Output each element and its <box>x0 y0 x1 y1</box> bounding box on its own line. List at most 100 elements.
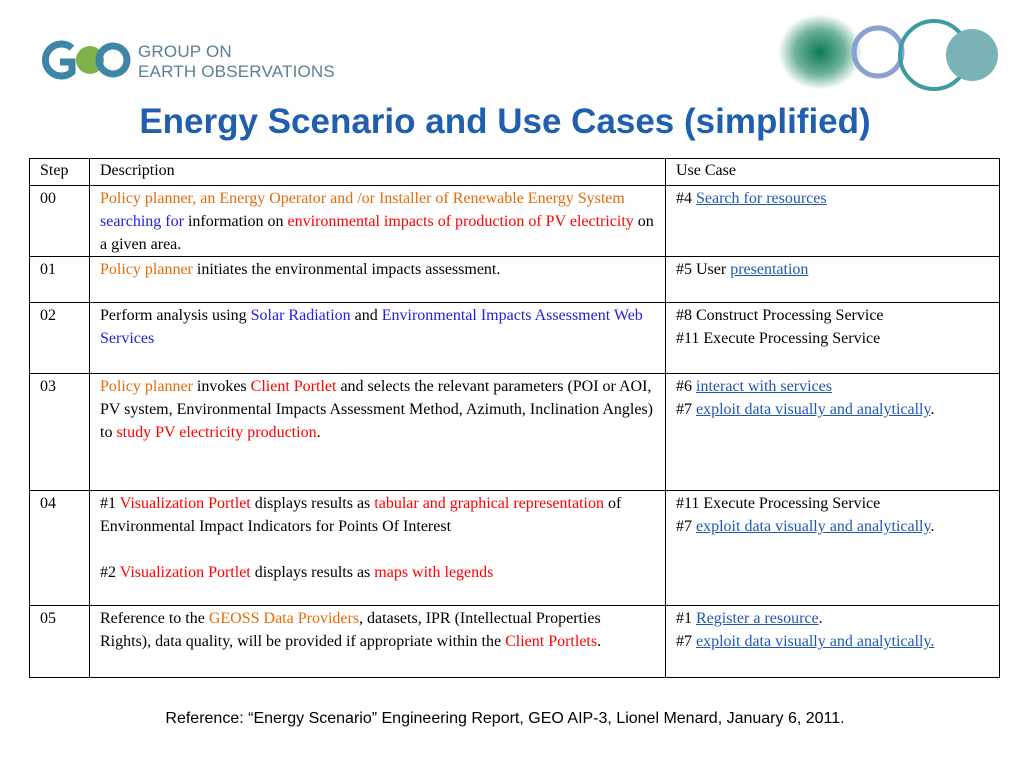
text-run: Policy planner, an Energy Operator and /… <box>100 190 625 207</box>
text-run: #5 User <box>676 261 731 278</box>
description-cell: Policy planner invokes Client Portlet an… <box>89 373 666 491</box>
text-run: Visualization Portlet <box>119 495 251 512</box>
table-row: 02 Perform analysis using Solar Radiation… <box>29 302 1000 374</box>
logo-g <box>41 40 76 80</box>
description-cell: Policy planner initiates the environment… <box>89 256 666 303</box>
header-cell: Step <box>29 158 90 186</box>
text-run: Policy planner <box>100 261 193 278</box>
text-run: Environmental Impacts Assessment Web Ser… <box>100 307 643 347</box>
text-run: #11 Execute Processing Service <box>676 495 881 512</box>
paragraph: #7 exploit data visually and analyticall… <box>676 630 989 653</box>
text-run: . <box>930 401 935 418</box>
text-run: invokes <box>192 378 251 395</box>
text-run: #6 <box>676 378 696 395</box>
text-run: tabular and graphical representation <box>374 495 604 512</box>
use-case-table: Step Description Use Case 00 Policy planner… <box>29 158 1000 678</box>
use-case-cell: #5 User presentation <box>665 256 1000 303</box>
text-run: Visualization Portlet <box>119 564 251 581</box>
text-run: environmental impacts of production of P… <box>287 213 634 230</box>
use-case-cell: #11 Execute Processing Service #7 exploit… <box>665 490 1000 606</box>
slide-title: Energy Scenario and Use Cases (simplifie… <box>139 102 871 141</box>
table-row: 04 #1 Visualization Portlet displays resu… <box>29 490 1000 606</box>
text-run: #11 Execute Processing Service <box>676 330 881 347</box>
text-run: . <box>316 424 321 441</box>
paragraph: #11 Execute Processing Service <box>676 492 989 515</box>
text-run: Client Portlets <box>505 633 598 650</box>
paragraph: Policy planner, an Energy Operator and /… <box>100 187 655 256</box>
text-run: Client Portlet <box>250 378 337 395</box>
description-cell: #1 Visualization Portlet displays result… <box>89 490 666 606</box>
step-cell: 02 <box>29 302 90 374</box>
text-run: #4 <box>676 190 696 207</box>
link[interactable]: interact with services <box>696 378 832 395</box>
text-run: Perform analysis using <box>100 307 251 324</box>
use-case-cell: #4 Search for resources <box>665 185 1000 257</box>
text-run: #7 <box>676 518 696 535</box>
logo-line: GROUP ON <box>138 42 232 61</box>
logo-o <box>95 42 131 78</box>
paragraph: #2 Visualization Portlet displays result… <box>100 561 655 584</box>
step-cell: 00 <box>29 185 90 257</box>
text-run: GEOSS Data Providers <box>208 610 360 627</box>
table-row: 03 Policy planner invokes Client Portlet … <box>29 373 1000 491</box>
link[interactable]: presentation <box>730 261 809 278</box>
header-cell: Description <box>89 158 666 186</box>
link[interactable]: exploit data visually and analytically. <box>696 633 935 650</box>
text-run: of Environmental Impact Indicators for P… <box>100 495 622 535</box>
text-run: , datasets, IPR (Intellectual Properties… <box>100 610 601 650</box>
circle-1 <box>778 14 862 90</box>
paragraph: #5 User presentation <box>676 258 989 281</box>
logo-line: EARTH OBSERVATIONS <box>138 62 335 81</box>
text-run: . <box>818 610 823 627</box>
table-row: 01 Policy planner initiates the environme… <box>29 256 1000 303</box>
step-cell: 01 <box>29 256 90 303</box>
paragraph: Reference to the GEOSS Data Providers, d… <box>100 607 655 653</box>
paragraph: #11 Execute Processing Service <box>676 327 989 350</box>
text-run: searching for <box>100 213 184 230</box>
text-run: #1 <box>676 610 696 627</box>
paragraph: Policy planner invokes Client Portlet an… <box>100 375 655 444</box>
text-run: #7 <box>676 401 696 418</box>
text-run: . <box>930 518 935 535</box>
paragraph: #1 Visualization Portlet displays result… <box>100 492 655 538</box>
step-cell: 03 <box>29 373 90 491</box>
text-run: #2 <box>100 564 120 581</box>
text-run: information on <box>183 213 288 230</box>
use-case-cell: #8 Construct Processing Service #11 Execu… <box>665 302 1000 374</box>
use-case-cell: #1 Register a resource. #7 exploit data v… <box>665 605 1000 678</box>
paragraph: Policy planner initiates the environment… <box>100 258 655 281</box>
geo-logo <box>41 40 131 80</box>
link[interactable]: Register a resource <box>696 610 819 627</box>
text-run: Policy planner <box>100 378 193 395</box>
paragraph: #6 interact with services <box>676 375 989 398</box>
text-run: and selects the relevant parameters (POI… <box>100 378 653 441</box>
text-run: Solar Radiation <box>250 307 351 324</box>
link[interactable]: Search for resources <box>696 190 827 207</box>
circles-logo <box>778 14 998 91</box>
text-run: maps with legends <box>374 564 494 581</box>
paragraph: #4 Search for resources <box>676 187 989 210</box>
description-cell: Perform analysis using Solar Radiation a… <box>89 302 666 374</box>
paragraph: Perform analysis using Solar Radiation a… <box>100 304 655 350</box>
reference: Reference: “Energy Scenario” Engineering… <box>165 710 845 727</box>
text-run: study PV electricity production <box>116 424 317 441</box>
description-cell: Policy planner, an Energy Operator and /… <box>89 185 666 257</box>
link[interactable]: exploit data visually and analytically <box>696 518 931 535</box>
text-run: . <box>597 633 602 650</box>
paragraph: #7 exploit data visually and analyticall… <box>676 515 989 538</box>
logo-text: GROUP ON EARTH OBSERVATIONS <box>138 42 335 82</box>
header-cell: Use Case <box>665 158 1000 186</box>
circle-4 <box>946 29 998 81</box>
text-run: Reference to the <box>100 610 209 627</box>
paragraph: #8 Construct Processing Service <box>676 304 989 327</box>
use-case-cell: #6 interact with services #7 exploit data… <box>665 373 1000 491</box>
description-cell: Reference to the GEOSS Data Providers, d… <box>89 605 666 678</box>
text-run: displays results as <box>250 495 375 512</box>
text-run: on a given area. <box>100 213 654 253</box>
step-cell: 05 <box>29 605 90 678</box>
text-run: #1 <box>100 495 120 512</box>
link[interactable]: exploit data visually and analytically <box>696 401 931 418</box>
header-row: Step Description Use Case <box>29 158 1000 186</box>
paragraph: #1 Register a resource. <box>676 607 989 630</box>
